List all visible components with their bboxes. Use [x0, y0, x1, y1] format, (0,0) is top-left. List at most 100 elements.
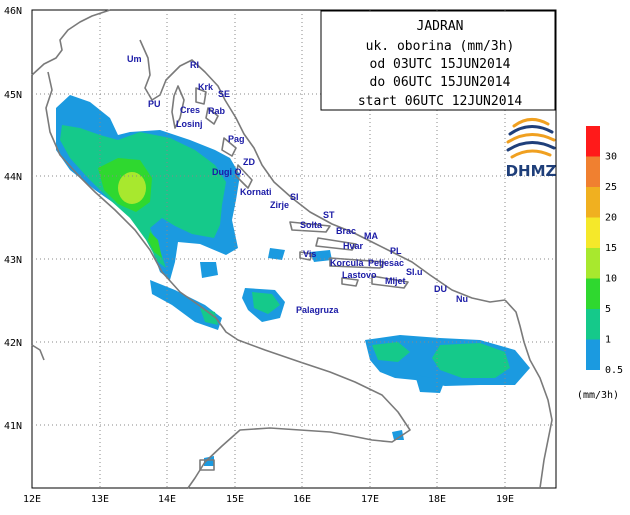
place-label: Krk — [198, 82, 214, 92]
island — [195, 87, 207, 105]
legend-label: 15 — [605, 243, 617, 254]
place-label: Kornati — [240, 187, 272, 197]
lat-label: 44N — [4, 172, 22, 183]
place-label: Palagruza — [296, 305, 340, 315]
logo-swirl-icon — [506, 118, 556, 159]
lat-label: 46N — [4, 6, 22, 17]
place-label: DU — [434, 284, 447, 294]
lon-label: 18E — [428, 494, 446, 505]
island — [171, 85, 185, 129]
lon-axis-labels: 12E 13E 14E 15E 16E 17E 18E 19E — [23, 494, 514, 505]
legend-label: 0.5 — [605, 365, 623, 376]
rain-area — [200, 308, 218, 325]
island — [289, 221, 331, 233]
island — [315, 237, 357, 251]
legend-label: 1 — [605, 335, 611, 346]
island — [205, 107, 219, 125]
place-label: Rab — [208, 106, 226, 116]
rain-peak-areas — [118, 172, 146, 204]
place-label: SI.u — [406, 267, 423, 277]
lon-label: 14E — [158, 494, 176, 505]
map-content: Um RI Krk SE PU Cres Rab Losinj Pag ZD D… — [31, 9, 556, 489]
title-line: JADRAN — [417, 19, 464, 34]
place-label: PU — [148, 99, 161, 109]
legend-label: 25 — [605, 182, 617, 193]
island — [371, 275, 409, 289]
rain-area — [252, 292, 280, 314]
rain-area — [204, 456, 214, 466]
legend-label: 10 — [605, 274, 617, 285]
lat-label: 42N — [4, 338, 22, 349]
title-box: JADRAN uk. oborina (mm/3h) od 03UTC 15JU… — [320, 10, 556, 111]
rain-area — [148, 232, 162, 258]
title-line: uk. oborina (mm/3h) — [366, 39, 515, 54]
title-line: do 06UTC 15JUN2014 — [370, 75, 511, 90]
dhmz-logo: DHMZ — [506, 118, 557, 180]
place-label: Lastovo — [342, 270, 377, 280]
legend-label: 20 — [605, 213, 617, 224]
island — [235, 164, 253, 189]
place-label: Peljesac — [368, 258, 404, 268]
place-label: Zirje — [270, 200, 289, 210]
lon-label: 12E — [23, 494, 41, 505]
legend-unit: (mm/3h) — [577, 390, 619, 401]
legend-swatch — [586, 309, 600, 340]
lon-label: 13E — [91, 494, 109, 505]
italy-coast — [31, 344, 45, 361]
lon-label: 17E — [361, 494, 379, 505]
legend-swatch — [586, 187, 600, 218]
rain-area — [200, 262, 218, 278]
italy-coast — [45, 71, 411, 489]
lat-label: 41N — [4, 421, 22, 432]
legend-label: 5 — [605, 304, 611, 315]
legend-swatch — [586, 278, 600, 309]
place-label: Vis — [303, 249, 316, 259]
lat-axis-labels: 46N 45N 44N 43N 42N 41N — [4, 6, 22, 432]
place-label: Um — [127, 54, 142, 64]
legend-label: 30 — [605, 152, 617, 163]
logo-text: DHMZ — [506, 162, 557, 180]
place-label: SE — [218, 89, 230, 99]
place-label: Nu — [456, 294, 468, 304]
place-label: Korcula — [330, 258, 365, 268]
place-label: Pag — [228, 134, 245, 144]
place-label: PL — [390, 246, 402, 256]
title-line: od 03UTC 15JUN2014 — [370, 57, 511, 72]
legend-swatch — [586, 156, 600, 187]
rain-area — [392, 430, 404, 440]
coastline — [31, 9, 553, 489]
rain-area — [118, 172, 146, 204]
place-label: Hvar — [343, 241, 364, 251]
lat-label: 43N — [4, 255, 22, 266]
legend-swatch — [586, 126, 600, 157]
legend-swatch — [586, 248, 600, 279]
place-label: Mljet — [385, 276, 406, 286]
place-label: MA — [364, 231, 378, 241]
title-box-frame — [320, 10, 556, 111]
island — [341, 277, 359, 287]
place-label: Losinj — [176, 119, 203, 129]
place-label: RI — [190, 60, 199, 70]
rain-area — [432, 343, 510, 378]
place-label: ST — [323, 210, 335, 220]
legend-swatch — [586, 339, 600, 370]
place-label: Dugi O. — [212, 167, 244, 177]
croatia-coast — [139, 39, 506, 303]
island — [221, 137, 237, 157]
place-label: ZD — [243, 157, 255, 167]
title-line: start 06UTC 12JUN2014 — [358, 94, 523, 109]
place-label: Cres — [180, 105, 200, 115]
rain-area — [268, 248, 285, 260]
rain-area — [372, 342, 410, 362]
island — [299, 251, 313, 261]
legend-swatch — [586, 217, 600, 248]
italy-coast — [31, 9, 111, 76]
island — [329, 257, 385, 269]
island — [199, 459, 215, 471]
lon-label: 19E — [496, 494, 514, 505]
place-labels: Um RI Krk SE PU Cres Rab Losinj Pag ZD D… — [127, 54, 468, 315]
albania-coast — [504, 299, 553, 489]
rain-area — [415, 375, 445, 393]
